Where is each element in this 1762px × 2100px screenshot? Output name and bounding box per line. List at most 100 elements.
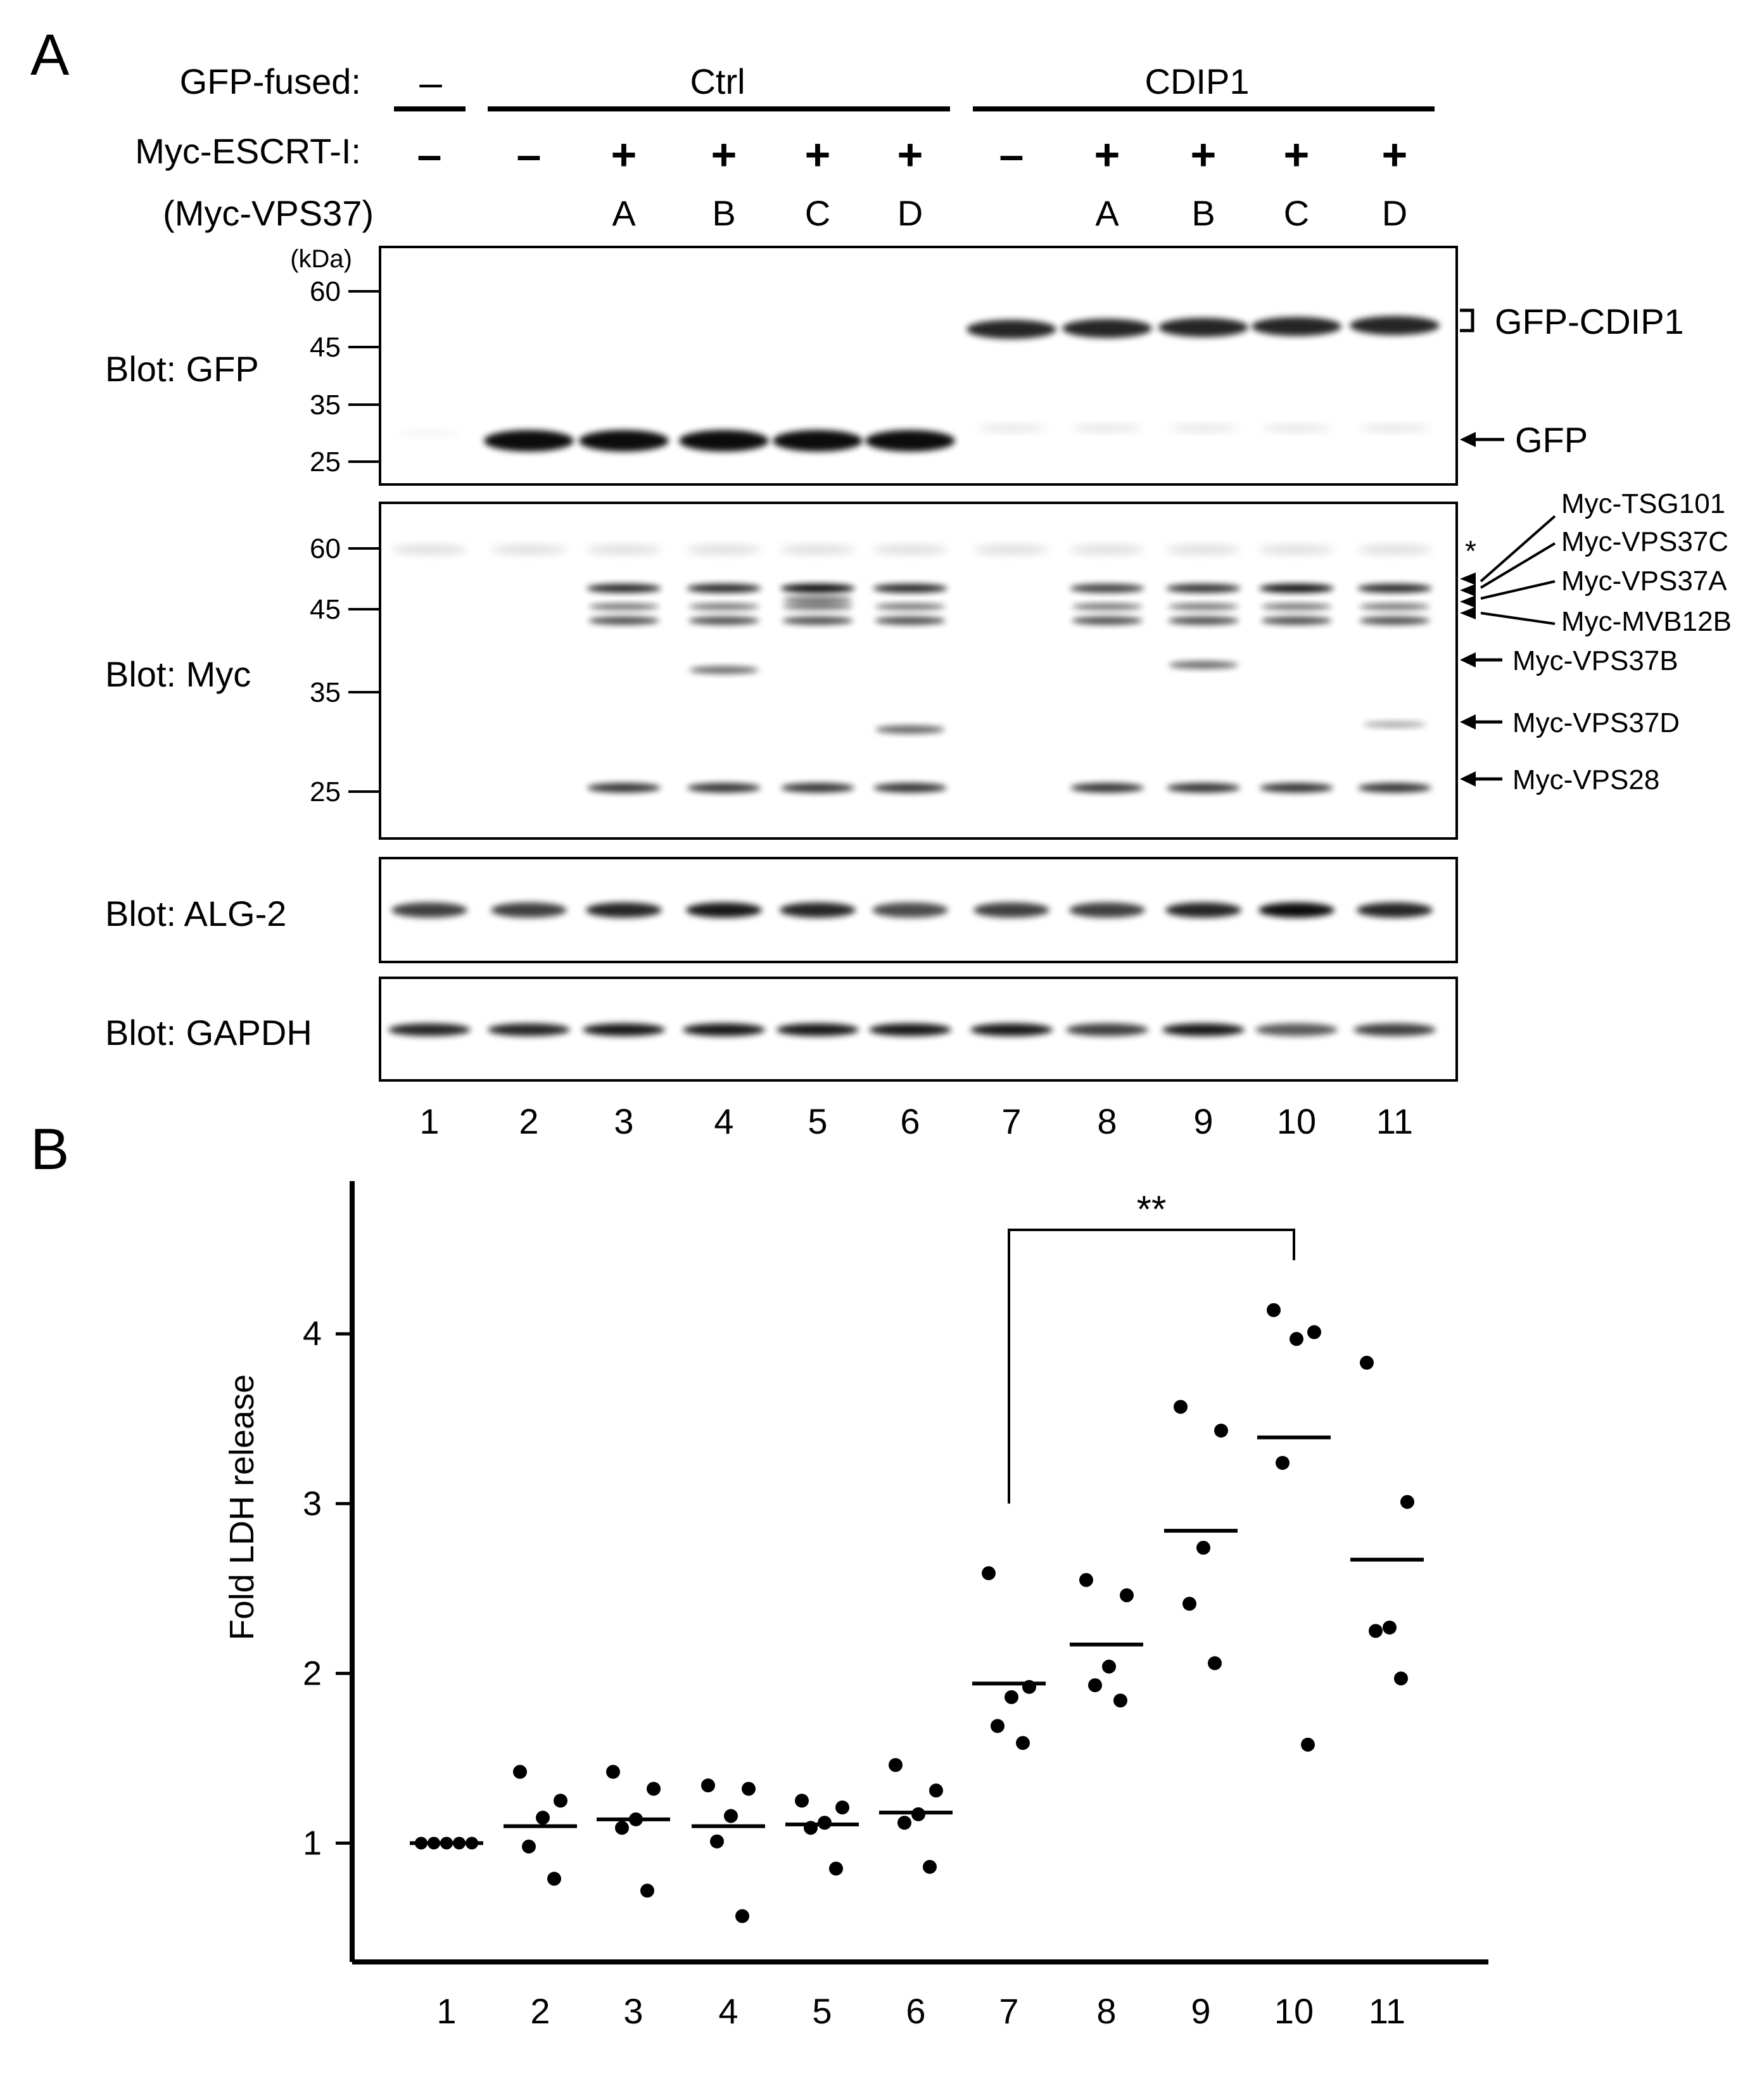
lane-number: 11 xyxy=(1376,1101,1413,1141)
data-point xyxy=(1079,1572,1093,1587)
data-point xyxy=(991,1719,1005,1733)
blot-band xyxy=(773,430,863,452)
pointer-tsg101 xyxy=(1480,515,1556,583)
blot-band xyxy=(1261,616,1332,625)
pointer-head-4 xyxy=(1460,607,1476,619)
blot-band xyxy=(398,431,461,436)
escrt-sign: + xyxy=(1382,130,1408,179)
data-point xyxy=(606,1764,620,1779)
data-point xyxy=(929,1783,943,1798)
blot-band xyxy=(687,584,761,593)
blot-band xyxy=(1262,425,1331,431)
blot-band xyxy=(689,666,759,674)
gfp-cdip1-annotation: GFP-CDIP1 xyxy=(1495,301,1684,341)
gfp-fused-label: GFP-fused: xyxy=(180,61,361,101)
x-tick-label: 3 xyxy=(623,1991,643,2031)
escrt-sign: + xyxy=(805,130,831,179)
data-point xyxy=(428,1837,440,1850)
significance-label: ** xyxy=(1137,1188,1167,1230)
y-tick-label: 1 xyxy=(303,1824,322,1862)
blot-band xyxy=(875,603,946,610)
gfp-marker-45: 45 xyxy=(310,332,341,363)
y-ticks: 1 2 3 4 xyxy=(303,1315,352,1862)
blot-band xyxy=(586,902,662,918)
blot-band xyxy=(1357,584,1432,593)
pointer-head-1 xyxy=(1460,572,1476,585)
label-myc-vps37c: Myc-VPS37C xyxy=(1561,526,1728,557)
data-point xyxy=(1088,1678,1102,1693)
blot-band xyxy=(875,725,945,734)
blot-band xyxy=(869,1023,951,1036)
group-none-label: – xyxy=(419,60,442,105)
data-point xyxy=(735,1909,749,1923)
blot-band xyxy=(484,430,574,452)
data-point xyxy=(889,1758,903,1773)
data-point xyxy=(1005,1690,1018,1704)
blot-band xyxy=(1360,425,1429,431)
blot-myc-label: Blot: Myc xyxy=(105,654,251,694)
blot-band xyxy=(1258,545,1334,554)
pointer-mvb12b xyxy=(1480,612,1556,625)
lane-number: 4 xyxy=(714,1101,733,1141)
blot-band xyxy=(977,425,1046,431)
blot-band xyxy=(579,430,669,452)
blot-bands xyxy=(388,316,1440,1036)
blot-gapdh-label: Blot: GAPDH xyxy=(105,1013,312,1053)
vps37-letter: D xyxy=(1382,193,1407,233)
blot-band xyxy=(683,1023,765,1036)
blot-band xyxy=(586,584,661,593)
label-myc-tsg101: Myc-TSG101 xyxy=(1561,488,1725,519)
escrt-sign: – xyxy=(417,130,442,179)
gfp-marker-60: 60 xyxy=(310,276,341,307)
data-point xyxy=(835,1800,849,1815)
kda-label: (kDa) xyxy=(290,245,352,273)
x-tick-labels: 1 2 3 4 5 6 7 8 9 10 11 xyxy=(436,1991,1405,2031)
x-tick-label: 6 xyxy=(906,1991,925,2031)
vps37-letter: C xyxy=(1284,193,1309,233)
data-point xyxy=(1182,1597,1196,1611)
vps37-letter: A xyxy=(612,193,636,233)
y-tick-label: 4 xyxy=(303,1315,322,1353)
blot-band xyxy=(1168,616,1239,625)
data-point xyxy=(1113,1693,1127,1708)
data-point xyxy=(1196,1540,1210,1555)
blot-band xyxy=(1353,1023,1436,1036)
data-point xyxy=(982,1566,996,1581)
data-point xyxy=(536,1811,550,1825)
lane-number-row: 1 2 3 4 5 6 7 8 9 10 11 xyxy=(419,1101,1413,1141)
pointer-vps37c xyxy=(1480,542,1556,589)
blot-gfp-label: Blot: GFP xyxy=(105,349,259,389)
blot-band xyxy=(780,584,855,593)
blot-band xyxy=(391,902,467,918)
group-cdip1-label: CDIP1 xyxy=(1145,61,1250,101)
blot-band xyxy=(1169,661,1238,669)
blot-band xyxy=(1259,584,1334,593)
blot-band xyxy=(488,1023,570,1036)
data-point xyxy=(701,1778,715,1793)
label-myc-vps37d: Myc-VPS37D xyxy=(1512,707,1680,738)
blot-band xyxy=(686,902,762,918)
ldh-release-chart: Fold LDH release 1 2 3 4 1 2 3 4 5 6 7 8 9 10 11 ** xyxy=(223,1181,1488,2031)
blot-band xyxy=(1165,545,1241,554)
data-point xyxy=(1120,1588,1134,1603)
data-point xyxy=(640,1883,654,1898)
pointer-vps37a xyxy=(1480,580,1556,600)
vps37-letter: B xyxy=(712,193,735,233)
blot-band xyxy=(1072,616,1143,625)
data-point xyxy=(911,1807,925,1821)
myc-band-pointers xyxy=(1460,515,1556,787)
blot-band xyxy=(1357,902,1433,918)
data-point xyxy=(742,1781,756,1796)
panel-b-letter: B xyxy=(30,1117,69,1182)
label-myc-mvb12b: Myc-MVB12B xyxy=(1561,606,1732,637)
blot-alg2-label: Blot: ALG-2 xyxy=(105,894,286,933)
myc-marker-35: 35 xyxy=(310,677,341,708)
y-tick-label: 2 xyxy=(303,1654,322,1692)
lane-number: 7 xyxy=(1001,1101,1021,1141)
blot-band xyxy=(1260,783,1333,793)
data-point xyxy=(1016,1736,1030,1750)
blot-band xyxy=(875,616,946,625)
data-point xyxy=(1360,1355,1374,1370)
myc-asterisk: * xyxy=(1465,534,1476,567)
gfp-annotation: GFP xyxy=(1515,420,1588,460)
